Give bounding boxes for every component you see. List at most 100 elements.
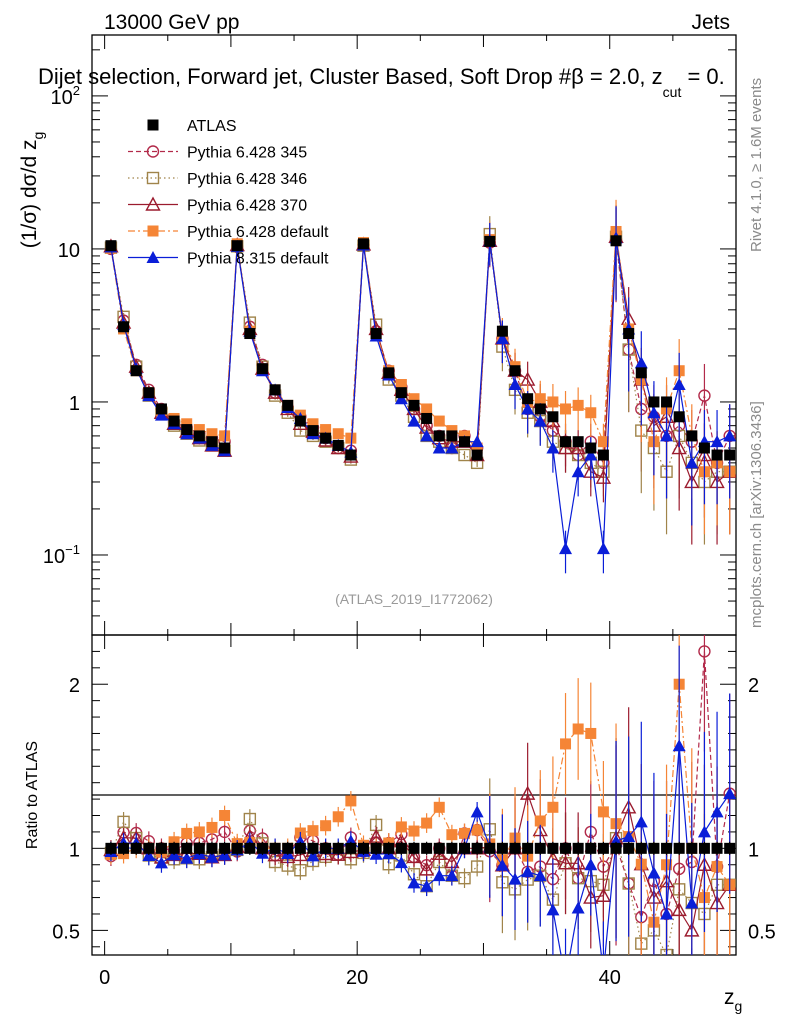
data-point xyxy=(570,440,586,455)
ratio-point xyxy=(292,846,309,862)
ratio-point xyxy=(206,842,218,854)
data-point xyxy=(432,441,446,454)
ratio-point xyxy=(168,842,180,854)
data-point xyxy=(484,235,496,247)
ratio-point xyxy=(697,825,711,838)
ratio-point xyxy=(571,901,585,914)
ratio-point xyxy=(647,866,661,879)
ratio-point xyxy=(370,842,382,854)
ratio-tick-label: 0.5 xyxy=(52,921,80,943)
data-point xyxy=(710,435,724,448)
legend-item: Pythia 6.428 default xyxy=(128,224,329,241)
ratio-point xyxy=(584,858,598,871)
ratio-point xyxy=(432,869,446,882)
data-point xyxy=(597,436,609,448)
data-point xyxy=(572,399,584,411)
legend-marker xyxy=(147,119,159,131)
data-point xyxy=(420,429,434,442)
data-point xyxy=(470,435,484,448)
data-point xyxy=(496,325,508,337)
data-point xyxy=(459,436,471,448)
data-point xyxy=(168,415,180,427)
ratio-point xyxy=(154,856,168,869)
ratio-point xyxy=(610,842,622,854)
data-point xyxy=(572,436,584,448)
data-point xyxy=(685,456,699,469)
x-tick-label: 40 xyxy=(599,967,621,989)
ratio-tick-label: 2 xyxy=(69,675,80,697)
data-point xyxy=(559,542,573,555)
ratio-point xyxy=(560,738,572,750)
data-point xyxy=(661,396,673,408)
data-point xyxy=(421,412,433,424)
y-tick-label: 10 xyxy=(58,240,80,262)
data-point xyxy=(445,441,459,454)
ratio-point xyxy=(206,821,218,833)
data-point xyxy=(723,429,736,442)
ratio-point xyxy=(724,842,736,854)
data-point xyxy=(686,430,698,442)
data-point xyxy=(597,449,609,461)
legend-marker xyxy=(147,225,159,237)
data-point xyxy=(332,428,344,440)
data-point xyxy=(495,331,509,344)
ratio-point xyxy=(533,869,547,882)
ratio-point xyxy=(320,842,332,854)
legend-marker xyxy=(146,171,160,185)
data-point xyxy=(560,436,572,448)
data-point xyxy=(332,439,344,451)
ratio-point xyxy=(672,739,686,752)
ratio-point xyxy=(445,869,459,882)
ratio-point xyxy=(130,842,142,854)
data-point xyxy=(647,406,661,419)
data-point xyxy=(547,411,559,423)
ratio-point xyxy=(495,858,509,871)
ratio-point xyxy=(521,865,535,878)
data-point xyxy=(610,235,622,247)
ratio-point xyxy=(496,842,508,854)
data-point xyxy=(105,240,117,252)
data-point xyxy=(193,424,205,436)
data-point xyxy=(546,441,560,454)
ratio-point xyxy=(193,826,205,838)
data-point xyxy=(345,449,357,461)
data-point xyxy=(383,367,395,379)
x-tick-label: 0 xyxy=(99,967,110,989)
data-point xyxy=(408,399,420,411)
ratio-point xyxy=(711,842,723,854)
ratio-point xyxy=(597,806,609,818)
ratio-point xyxy=(595,887,612,902)
data-point xyxy=(307,425,319,437)
ratio-point xyxy=(522,842,534,854)
data-point xyxy=(421,403,433,415)
ratio-point xyxy=(269,842,281,854)
plot-subtitle: Dijet selection, Forward jet, Cluster Ba… xyxy=(38,64,725,100)
analysis-watermark: (ATLAS_2019_I1772062) xyxy=(335,591,493,607)
ratio-point xyxy=(105,842,117,854)
data-point xyxy=(143,387,155,399)
ratio-point xyxy=(470,860,484,873)
ratio-point xyxy=(446,842,458,854)
ratio-point xyxy=(143,842,155,854)
ratio-point xyxy=(219,842,231,854)
ratio-point xyxy=(597,842,609,854)
ratio-point xyxy=(508,872,522,885)
legend-marker xyxy=(146,145,160,158)
legend: ATLAS Pythia 6.428 345 Pythia 6.428 346 Pyt… xyxy=(128,118,329,268)
legend-label: Pythia 6.428 370 xyxy=(187,198,307,215)
data-point xyxy=(320,432,332,444)
data-point xyxy=(219,430,231,442)
legend-item: Pythia 8.315 default xyxy=(128,251,329,268)
ratio-axis-title: Ratio to ATLAS xyxy=(24,741,41,849)
y-tick-label: 1 xyxy=(69,393,80,415)
data-point xyxy=(671,440,687,455)
ratio-point xyxy=(547,842,559,854)
ratio-series-atlas xyxy=(105,841,736,855)
ratio-point xyxy=(231,842,243,854)
data-point xyxy=(635,367,647,379)
data-point xyxy=(206,436,218,448)
data-point xyxy=(458,448,471,462)
data-point xyxy=(394,392,408,405)
ratio-point xyxy=(408,842,420,854)
